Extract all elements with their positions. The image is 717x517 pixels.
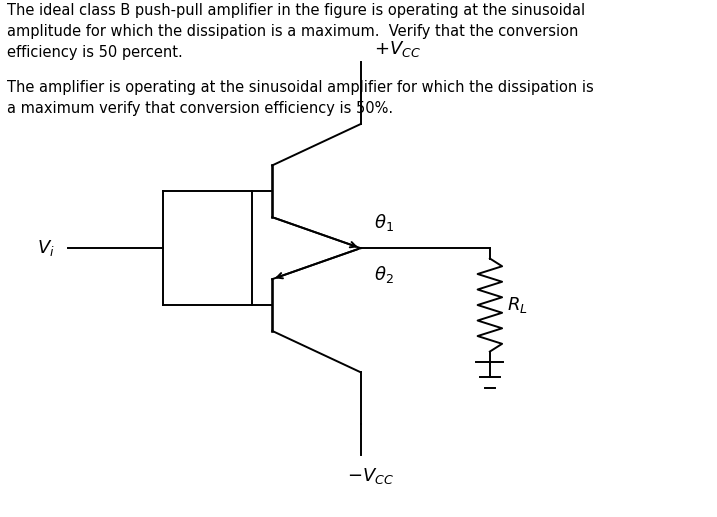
Text: The amplifier is operating at the sinusoidal amplifier for which the dissipation: The amplifier is operating at the sinuso…	[6, 80, 594, 116]
Text: $\theta_1$: $\theta_1$	[374, 212, 394, 233]
Text: $-V_{CC}$: $-V_{CC}$	[347, 466, 394, 486]
Text: $V_i$: $V_i$	[37, 238, 54, 258]
Text: The ideal class B push-pull amplifier in the figure is operating at the sinusoid: The ideal class B push-pull amplifier in…	[6, 3, 585, 59]
Text: $+V_{CC}$: $+V_{CC}$	[374, 39, 421, 59]
Text: $R_L$: $R_L$	[507, 295, 528, 315]
Text: $\theta_2$: $\theta_2$	[374, 264, 394, 284]
